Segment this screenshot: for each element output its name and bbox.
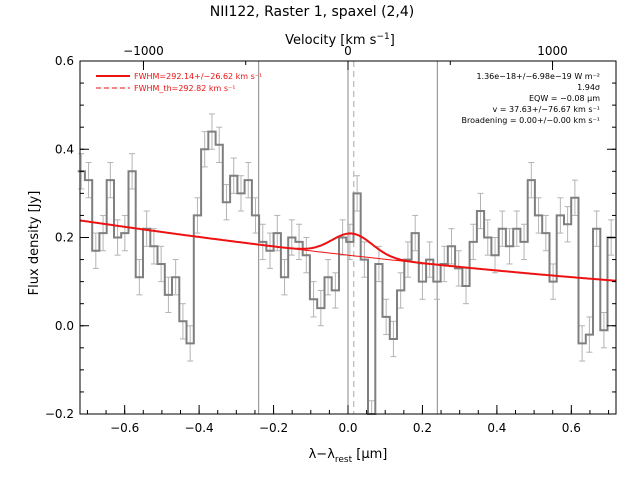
axes: −0.6 −0.4 −0.2 0.0 0.2 0.4 0.6 −0.2 0.0 0.2 0.4 0.6… (45, 44, 617, 435)
spectrum-series (77, 130, 615, 415)
legend-entry-fwhm-th: FWHM_th=292.82 km s⁻¹ (134, 84, 235, 93)
y-tick-label: −0.2 (45, 407, 74, 421)
annotation-flux: 1.36e−18+/−6.98e−19 W m⁻² (476, 72, 600, 81)
x-tick-label: 0.0 (338, 421, 357, 435)
annotation-eqw: EQW = −0.08 μm (529, 94, 600, 103)
x-tick-label: −0.2 (259, 421, 288, 435)
annotation-broadening: Broadening = 0.00+/−0.00 km s⁻¹ (462, 116, 600, 125)
y-tick-label: 0.4 (55, 142, 74, 156)
annotation-sigma: 1.94σ (577, 83, 600, 92)
top-axis-label: Velocity [km s−1] (285, 32, 395, 48)
guide-lines (258, 61, 438, 414)
y-axis-label: Flux density [Jy] (27, 191, 42, 296)
annotation-velocity: v = 37.63+/−76.67 km s⁻¹ (492, 105, 600, 114)
top-tick-label: 1000 (537, 44, 568, 58)
x-tick-label: −0.6 (110, 421, 139, 435)
x-tick-label: 0.6 (562, 421, 581, 435)
chart-title: NII122, Raster 1, spaxel (2,4) (210, 4, 415, 20)
y-tick-label: 0.0 (55, 319, 74, 333)
x-axis-label: λ−λrest [μm] (309, 447, 388, 465)
top-tick-label: 0 (344, 44, 352, 58)
top-tick-label: −1000 (123, 44, 164, 58)
spectrum-line (77, 130, 615, 415)
fit-line (79, 219, 617, 282)
y-tick-label: 0.6 (55, 54, 74, 68)
x-tick-label: 0.2 (413, 421, 432, 435)
legend: FWHM=292.14+/−26.62 km s⁻¹ FWHM_th=292.8… (96, 72, 262, 93)
annotations: 1.36e−18+/−6.98e−19 W m⁻² 1.94σ EQW = −0… (462, 72, 601, 125)
fit-series (79, 219, 617, 282)
x-tick-label: 0.4 (487, 421, 506, 435)
legend-entry-fwhm: FWHM=292.14+/−26.62 km s⁻¹ (134, 72, 262, 81)
x-tick-label: −0.4 (185, 421, 214, 435)
y-tick-label: 0.2 (55, 231, 74, 245)
